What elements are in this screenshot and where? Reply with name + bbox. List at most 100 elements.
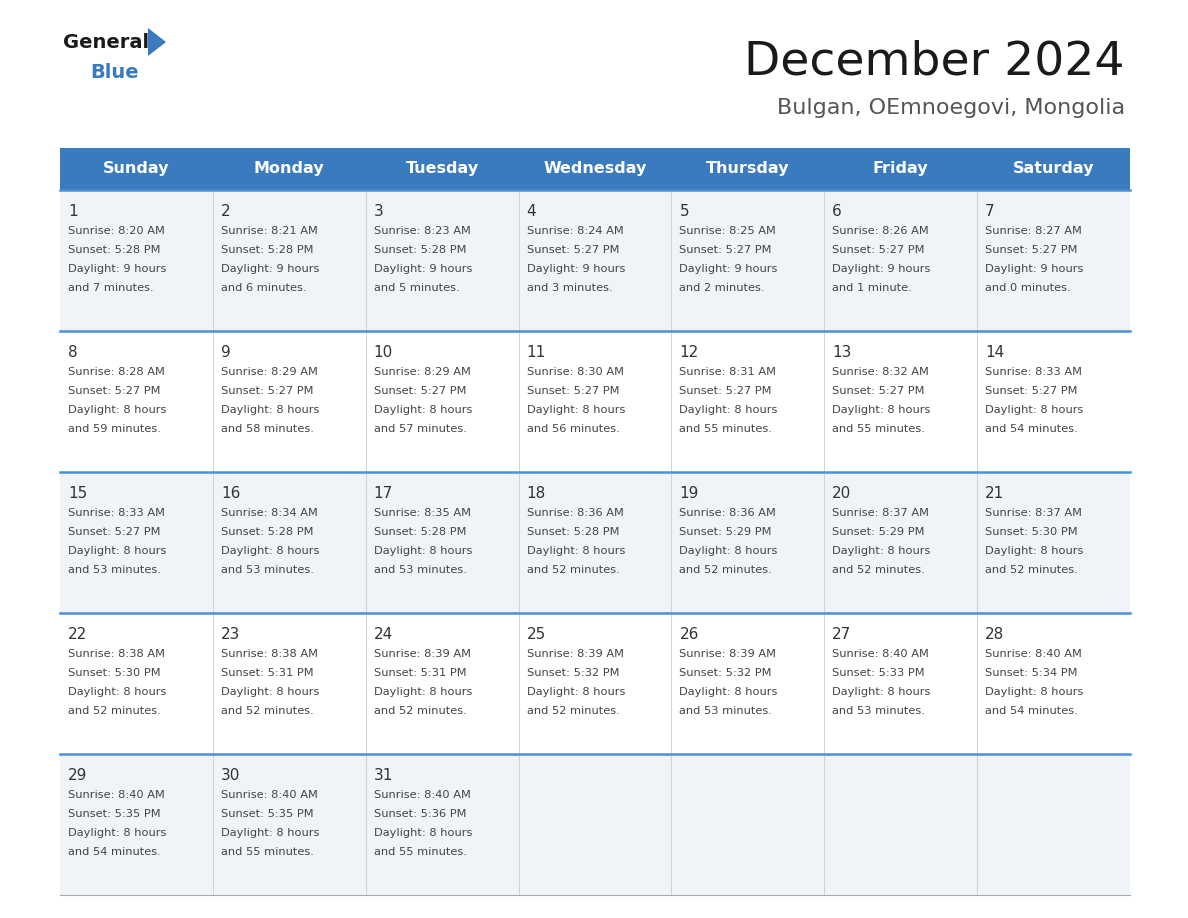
Bar <box>61 190 1130 331</box>
Text: Sunrise: 8:35 AM: Sunrise: 8:35 AM <box>374 508 470 518</box>
Text: and 58 minutes.: and 58 minutes. <box>221 424 314 434</box>
Text: Sunrise: 8:39 AM: Sunrise: 8:39 AM <box>374 649 470 659</box>
Text: Sunrise: 8:33 AM: Sunrise: 8:33 AM <box>985 367 1082 377</box>
Text: 5: 5 <box>680 204 689 219</box>
Text: and 55 minutes.: and 55 minutes. <box>833 424 925 434</box>
Text: Sunset: 5:27 PM: Sunset: 5:27 PM <box>680 245 772 255</box>
Text: Sunrise: 8:20 AM: Sunrise: 8:20 AM <box>68 226 165 236</box>
Bar <box>61 148 1130 190</box>
Text: Sunrise: 8:30 AM: Sunrise: 8:30 AM <box>526 367 624 377</box>
Text: Daylight: 8 hours: Daylight: 8 hours <box>833 546 930 556</box>
Text: Blue: Blue <box>90 62 139 82</box>
Text: Sunrise: 8:33 AM: Sunrise: 8:33 AM <box>68 508 165 518</box>
Text: and 52 minutes.: and 52 minutes. <box>374 706 467 716</box>
Text: and 6 minutes.: and 6 minutes. <box>221 283 307 293</box>
Bar <box>61 613 1130 754</box>
Text: Daylight: 8 hours: Daylight: 8 hours <box>833 405 930 415</box>
Text: Daylight: 8 hours: Daylight: 8 hours <box>221 828 320 838</box>
Text: 25: 25 <box>526 627 545 642</box>
Text: Sunset: 5:27 PM: Sunset: 5:27 PM <box>374 386 466 396</box>
Text: and 2 minutes.: and 2 minutes. <box>680 283 765 293</box>
Text: Sunset: 5:29 PM: Sunset: 5:29 PM <box>833 527 924 537</box>
Text: Sunset: 5:31 PM: Sunset: 5:31 PM <box>374 668 467 678</box>
Text: and 54 minutes.: and 54 minutes. <box>985 706 1078 716</box>
Text: 11: 11 <box>526 345 545 360</box>
Text: Daylight: 9 hours: Daylight: 9 hours <box>68 264 166 274</box>
Text: and 53 minutes.: and 53 minutes. <box>221 565 314 575</box>
Text: Thursday: Thursday <box>706 162 790 176</box>
Text: Sunset: 5:27 PM: Sunset: 5:27 PM <box>68 386 160 396</box>
Text: Daylight: 9 hours: Daylight: 9 hours <box>221 264 320 274</box>
Bar <box>61 472 1130 613</box>
Text: Daylight: 8 hours: Daylight: 8 hours <box>374 828 472 838</box>
Text: Sunrise: 8:39 AM: Sunrise: 8:39 AM <box>526 649 624 659</box>
Text: 9: 9 <box>221 345 230 360</box>
Text: 21: 21 <box>985 486 1004 501</box>
Text: Sunrise: 8:34 AM: Sunrise: 8:34 AM <box>221 508 317 518</box>
Text: Daylight: 8 hours: Daylight: 8 hours <box>374 546 472 556</box>
Text: Sunset: 5:32 PM: Sunset: 5:32 PM <box>680 668 772 678</box>
Text: Sunrise: 8:32 AM: Sunrise: 8:32 AM <box>833 367 929 377</box>
Text: 15: 15 <box>68 486 87 501</box>
Text: and 53 minutes.: and 53 minutes. <box>374 565 467 575</box>
Text: Sunrise: 8:40 AM: Sunrise: 8:40 AM <box>221 790 317 800</box>
Text: Daylight: 8 hours: Daylight: 8 hours <box>680 546 778 556</box>
Text: and 53 minutes.: and 53 minutes. <box>680 706 772 716</box>
Text: 18: 18 <box>526 486 545 501</box>
Text: and 56 minutes.: and 56 minutes. <box>526 424 619 434</box>
Text: and 52 minutes.: and 52 minutes. <box>526 565 619 575</box>
Text: 16: 16 <box>221 486 240 501</box>
Text: Daylight: 8 hours: Daylight: 8 hours <box>985 405 1083 415</box>
Text: Daylight: 8 hours: Daylight: 8 hours <box>68 546 166 556</box>
Text: Sunrise: 8:40 AM: Sunrise: 8:40 AM <box>374 790 470 800</box>
Text: and 52 minutes.: and 52 minutes. <box>221 706 314 716</box>
Text: Daylight: 9 hours: Daylight: 9 hours <box>680 264 778 274</box>
Text: Tuesday: Tuesday <box>405 162 479 176</box>
Text: Daylight: 8 hours: Daylight: 8 hours <box>833 687 930 697</box>
Text: Sunrise: 8:38 AM: Sunrise: 8:38 AM <box>68 649 165 659</box>
Text: Sunset: 5:30 PM: Sunset: 5:30 PM <box>68 668 160 678</box>
Text: Daylight: 8 hours: Daylight: 8 hours <box>985 546 1083 556</box>
Text: Daylight: 8 hours: Daylight: 8 hours <box>221 546 320 556</box>
Text: Daylight: 8 hours: Daylight: 8 hours <box>680 687 778 697</box>
Text: Daylight: 9 hours: Daylight: 9 hours <box>374 264 472 274</box>
Text: 7: 7 <box>985 204 994 219</box>
Text: Sunset: 5:35 PM: Sunset: 5:35 PM <box>68 809 160 819</box>
Text: Sunset: 5:27 PM: Sunset: 5:27 PM <box>526 386 619 396</box>
Text: Daylight: 8 hours: Daylight: 8 hours <box>68 405 166 415</box>
Text: Sunset: 5:35 PM: Sunset: 5:35 PM <box>221 809 314 819</box>
Text: 19: 19 <box>680 486 699 501</box>
Text: Sunset: 5:28 PM: Sunset: 5:28 PM <box>221 245 314 255</box>
Text: and 52 minutes.: and 52 minutes. <box>985 565 1078 575</box>
Bar <box>61 331 1130 472</box>
Text: 31: 31 <box>374 768 393 783</box>
Text: 12: 12 <box>680 345 699 360</box>
Text: Sunset: 5:27 PM: Sunset: 5:27 PM <box>985 386 1078 396</box>
Text: Sunrise: 8:21 AM: Sunrise: 8:21 AM <box>221 226 317 236</box>
Text: Sunrise: 8:24 AM: Sunrise: 8:24 AM <box>526 226 624 236</box>
Text: Sunset: 5:30 PM: Sunset: 5:30 PM <box>985 527 1078 537</box>
Text: and 52 minutes.: and 52 minutes. <box>680 565 772 575</box>
Text: Daylight: 8 hours: Daylight: 8 hours <box>680 405 778 415</box>
Text: Daylight: 8 hours: Daylight: 8 hours <box>526 405 625 415</box>
Text: and 52 minutes.: and 52 minutes. <box>526 706 619 716</box>
Text: Daylight: 8 hours: Daylight: 8 hours <box>68 687 166 697</box>
Text: 14: 14 <box>985 345 1004 360</box>
Text: 10: 10 <box>374 345 393 360</box>
Polygon shape <box>148 28 166 56</box>
Text: Sunrise: 8:28 AM: Sunrise: 8:28 AM <box>68 367 165 377</box>
Text: Sunset: 5:27 PM: Sunset: 5:27 PM <box>680 386 772 396</box>
Text: Sunrise: 8:37 AM: Sunrise: 8:37 AM <box>985 508 1082 518</box>
Text: Sunday: Sunday <box>103 162 170 176</box>
Text: Sunrise: 8:39 AM: Sunrise: 8:39 AM <box>680 649 777 659</box>
Text: Sunrise: 8:29 AM: Sunrise: 8:29 AM <box>374 367 470 377</box>
Text: Sunset: 5:33 PM: Sunset: 5:33 PM <box>833 668 925 678</box>
Text: Sunset: 5:27 PM: Sunset: 5:27 PM <box>526 245 619 255</box>
Text: 26: 26 <box>680 627 699 642</box>
Text: and 5 minutes.: and 5 minutes. <box>374 283 460 293</box>
Text: Sunset: 5:36 PM: Sunset: 5:36 PM <box>374 809 466 819</box>
Text: and 55 minutes.: and 55 minutes. <box>374 847 467 857</box>
Text: Daylight: 9 hours: Daylight: 9 hours <box>833 264 930 274</box>
Text: Sunrise: 8:38 AM: Sunrise: 8:38 AM <box>221 649 318 659</box>
Text: Daylight: 8 hours: Daylight: 8 hours <box>526 687 625 697</box>
